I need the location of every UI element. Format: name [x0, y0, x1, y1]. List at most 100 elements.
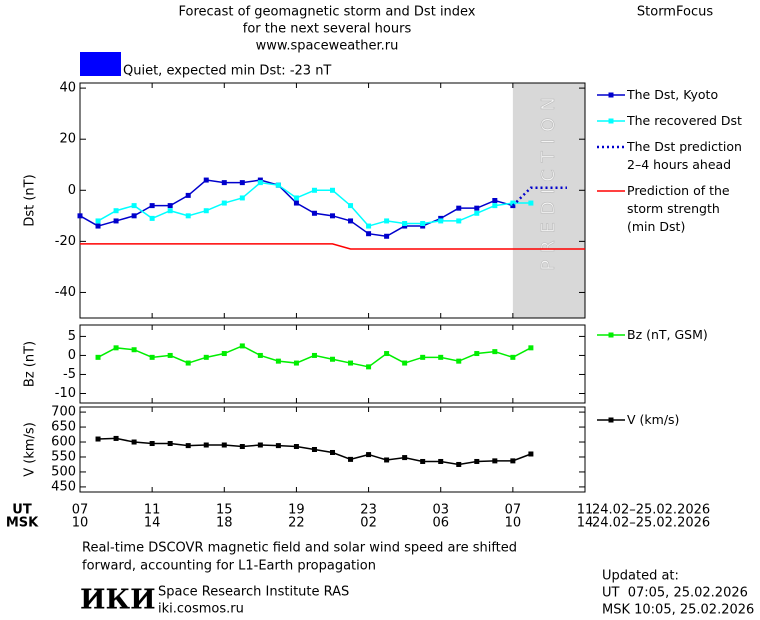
legend-marker [608, 417, 614, 423]
data-point [366, 223, 372, 229]
legend-marker [608, 92, 614, 98]
updated-msk: MSK 10:05, 25.02.2026 [602, 603, 754, 618]
y-tick-label: 600 [51, 435, 76, 450]
data-point [384, 457, 390, 463]
x-tick-label: 03 [432, 503, 449, 518]
y-axis-label: V (km/s) [23, 422, 38, 477]
data-point [402, 455, 408, 461]
legend-entry: Prediction of the storm strength (min Ds… [627, 183, 730, 234]
data-point [203, 177, 209, 183]
updated-label: Updated at: [602, 569, 679, 584]
y-tick-label: 650 [51, 420, 76, 435]
y-tick-label: 0 [68, 348, 76, 363]
data-point [257, 177, 263, 183]
title-line: Forecast of geomagnetic storm and Dst in… [178, 5, 475, 20]
legend-entry: V (km/s) [627, 412, 680, 427]
data-point [510, 458, 516, 464]
x-tick-label: 10 [72, 516, 89, 531]
data-point [239, 195, 245, 201]
data-point [95, 436, 101, 442]
data-point [384, 351, 390, 357]
legend-label: The recovered Dst [627, 113, 742, 128]
plot-frame [79, 406, 586, 493]
data-point [420, 354, 426, 360]
plot-frame [79, 82, 586, 319]
data-point [149, 441, 155, 447]
data-point [293, 360, 299, 366]
data-point [167, 203, 173, 209]
brand: StormFocus [637, 5, 713, 20]
x-tick-label: 07 [505, 503, 522, 518]
x-tick-label: 18 [216, 516, 233, 531]
data-point [239, 444, 245, 450]
msk-dates: 24.02–25.02.2026 [592, 516, 710, 531]
legend-label: The Dst, Kyoto [627, 87, 719, 102]
x-tick-label: 07 [72, 503, 89, 518]
data-point [420, 458, 426, 464]
data-point [131, 439, 137, 445]
data-point [311, 352, 317, 358]
institute-name: Space Research Institute RAS [158, 585, 349, 600]
data-point [348, 203, 354, 209]
data-point [131, 213, 137, 219]
data-point [275, 182, 281, 188]
data-point [113, 218, 119, 224]
data-point [185, 213, 191, 219]
data-point [528, 200, 534, 206]
data-point [113, 208, 119, 214]
legend-entry: The Dst prediction 2–4 hours ahead [627, 139, 742, 172]
data-point [149, 215, 155, 221]
data-point [293, 200, 299, 206]
data-point [366, 452, 372, 458]
x-tick-label: 14 [144, 516, 161, 531]
y-tick-label: 700 [51, 405, 76, 420]
data-point [366, 231, 372, 237]
data-point [384, 233, 390, 239]
y-tick-label: -10 [55, 386, 76, 401]
data-point [275, 358, 281, 364]
data-point [257, 352, 263, 358]
data-point [149, 203, 155, 209]
data-point [528, 345, 534, 351]
data-point [311, 187, 317, 193]
x-tick-label: 22 [288, 516, 305, 531]
data-point [420, 220, 426, 226]
data-point [131, 347, 137, 353]
y-tick-label: 500 [51, 464, 76, 479]
data-point [456, 218, 462, 224]
y-tick-label: 0 [68, 183, 76, 198]
data-point [402, 360, 408, 366]
y-tick-label: 40 [59, 81, 76, 96]
x-tick-label: 15 [216, 503, 233, 518]
y-tick-label: 450 [51, 479, 76, 494]
ut-dates: 24.02–25.02.2026 [592, 503, 710, 518]
ut-label: UT [12, 503, 32, 518]
data-point [438, 218, 444, 224]
legend-marker [608, 332, 614, 338]
data-point [167, 352, 173, 358]
data-point [438, 354, 444, 360]
data-point [275, 443, 281, 449]
data-point [311, 447, 317, 452]
prediction-region [512, 83, 585, 318]
data-point [185, 360, 191, 366]
note-line: Real-time DSCOVR magnetic field and sola… [82, 541, 517, 556]
data-point [492, 198, 498, 203]
data-point [95, 218, 101, 224]
data-point [474, 458, 480, 464]
y-tick-label: -20 [55, 234, 76, 249]
data-point [203, 354, 209, 360]
data-point [95, 354, 101, 360]
data-point [330, 356, 335, 362]
data-point [113, 435, 119, 441]
data-point [384, 218, 390, 224]
x-tick-label: 19 [288, 503, 305, 518]
institute-logo: ИКИ [80, 585, 156, 616]
data-point [456, 205, 462, 211]
y-axis-label: Bz (nT) [23, 341, 38, 387]
data-point [348, 360, 354, 366]
legend-label: V (km/s) [627, 412, 680, 427]
data-point [348, 456, 354, 462]
data-point [149, 354, 155, 360]
